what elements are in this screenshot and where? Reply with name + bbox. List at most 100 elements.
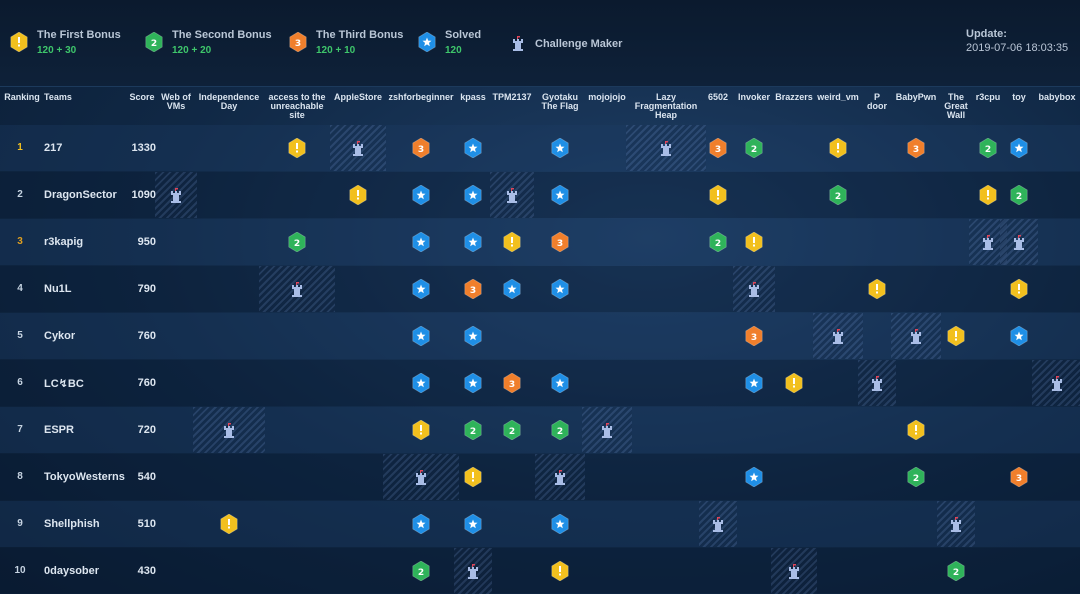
team-name: Shellphish (44, 518, 100, 530)
solved-icon (412, 231, 430, 253)
solved-icon (551, 184, 569, 206)
first-bonus-icon (709, 184, 727, 206)
svg-text:2: 2 (751, 145, 757, 155)
solved-icon (1010, 137, 1028, 159)
legend-title: The Third Bonus (316, 29, 404, 41)
svg-text:2: 2 (509, 427, 515, 437)
solved-icon (464, 231, 482, 253)
challenge-maker-icon (981, 235, 995, 251)
challenge-header: kpass (460, 92, 486, 102)
challenge-header: BabyPwn (895, 92, 937, 102)
team-name: r3kapig (44, 236, 84, 248)
challenge-maker-icon (505, 188, 519, 204)
first-bonus-icon (907, 419, 925, 441)
solved-icon (551, 137, 569, 159)
challenge-header: AppleStore (333, 92, 382, 102)
first-bonus-icon (551, 560, 569, 582)
first-bonus-icon (288, 137, 306, 159)
second-bonus-icon: 2 (979, 137, 997, 159)
svg-text:2: 2 (715, 239, 721, 249)
solved-icon (412, 513, 430, 535)
team-name: DragonSector (44, 189, 117, 201)
legend-title: The Second Bonus (172, 29, 272, 41)
first-bonus-icon (412, 419, 430, 441)
team-name: Nu1L (44, 283, 72, 295)
first-bonus-icon (464, 466, 482, 488)
first-bonus-icon (947, 325, 965, 347)
table-row: 10 0daysober 430 2 2 (0, 548, 1080, 594)
third-bonus-icon: 3 (745, 325, 763, 347)
challenge-maker-icon (466, 564, 480, 580)
second-bonus-icon: 2 (412, 560, 430, 582)
svg-text:2: 2 (294, 239, 300, 249)
challenge-maker-icon (351, 141, 365, 157)
first-bonus-icon (745, 231, 763, 253)
solved-icon (464, 372, 482, 394)
svg-text:2: 2 (835, 192, 841, 202)
solved-icon (464, 137, 482, 159)
challenge-header: r3cpu (975, 92, 1001, 102)
rank-cell: 3 (17, 236, 23, 247)
challenge-header: Gyotaku The Flag (541, 92, 579, 111)
second-bonus-icon: 2 (464, 419, 482, 441)
first-bonus-icon (868, 278, 886, 300)
challenge-maker-icon (290, 282, 304, 298)
table-row: 7 ESPR 720 2 2 2 (0, 407, 1080, 453)
solved-icon (412, 184, 430, 206)
table-row: 6 LC↯BC 760 3 (0, 360, 1080, 406)
rank-cell: 7 (17, 424, 23, 435)
challenge-maker-icon (909, 329, 923, 345)
ranking-header: Ranking (4, 92, 40, 102)
second-bonus-icon: 2 (1010, 184, 1028, 206)
third-bonus-icon: 3 (412, 137, 430, 159)
svg-text:3: 3 (751, 333, 757, 343)
team-name: ESPR (44, 424, 74, 436)
solved-icon (464, 184, 482, 206)
team-score: 950 (137, 236, 156, 248)
table-row: 3 r3kapig 950 2 3 2 (0, 219, 1080, 265)
rank-cell: 6 (17, 377, 23, 388)
svg-text:2: 2 (151, 39, 157, 49)
challenge-maker-icon (169, 188, 183, 204)
solved-icon (464, 325, 482, 347)
update-timestamp: 2019-07-06 18:03:35 (966, 42, 1069, 54)
third-bonus-icon: 3 (289, 31, 309, 54)
legend-points: 120 + 20 (172, 45, 212, 56)
challenge-header: The Great Wall (944, 92, 968, 120)
second-bonus-icon: 2 (288, 231, 306, 253)
challenge-maker-icon (831, 329, 845, 345)
solved-icon (551, 513, 569, 535)
challenge-header: Brazzers (775, 92, 813, 102)
second-bonus-icon: 2 (745, 137, 763, 159)
second-bonus-icon: 2 (145, 31, 165, 54)
svg-text:3: 3 (715, 145, 721, 155)
third-bonus-icon: 3 (1010, 466, 1028, 488)
svg-text:2: 2 (470, 427, 476, 437)
svg-text:2: 2 (913, 474, 919, 484)
svg-text:3: 3 (418, 145, 424, 155)
challenge-maker-icon (747, 282, 761, 298)
solved-icon (464, 513, 482, 535)
challenge-maker-icon (553, 470, 567, 486)
svg-text:2: 2 (953, 568, 959, 578)
first-bonus-icon (220, 513, 238, 535)
svg-text:3: 3 (470, 286, 476, 296)
table-row: 9 Shellphish 510 (0, 501, 1080, 547)
solved-icon (412, 325, 430, 347)
solved-icon (412, 372, 430, 394)
first-bonus-icon (979, 184, 997, 206)
solved-icon (745, 466, 763, 488)
challenge-header: Lazy Fragmentation Heap (634, 92, 698, 120)
legend-points: 120 + 10 (316, 45, 356, 56)
svg-text:3: 3 (913, 145, 919, 155)
team-score: 760 (137, 330, 156, 342)
challenge-maker-icon (787, 564, 801, 580)
first-bonus-icon (785, 372, 803, 394)
challenge-header: toy (1012, 92, 1026, 102)
solved-icon (1010, 325, 1028, 347)
legend-points: 120 (445, 45, 462, 56)
solved-icon (418, 31, 438, 54)
challenge-header: Invoker (737, 92, 770, 102)
rank-cell: 8 (17, 471, 23, 482)
